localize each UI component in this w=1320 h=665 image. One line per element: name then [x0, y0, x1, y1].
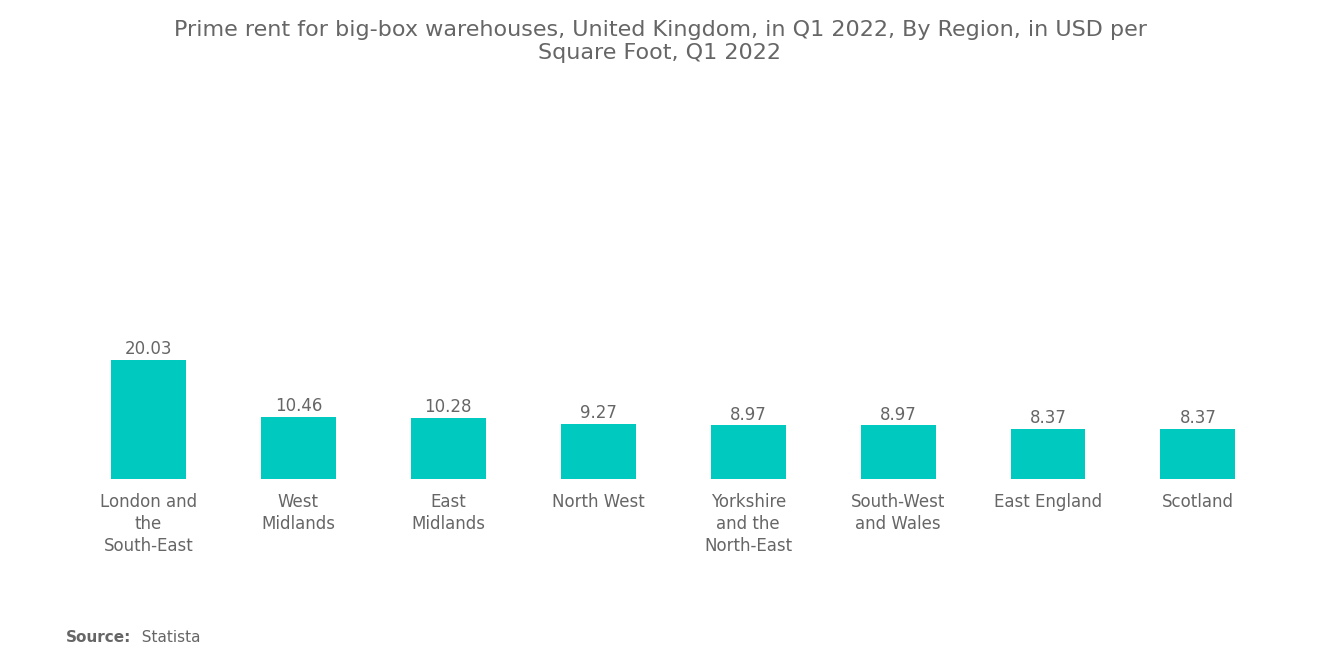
Bar — [1160, 429, 1236, 479]
Text: Source:: Source: — [66, 630, 132, 645]
Bar — [1011, 429, 1085, 479]
Bar — [561, 424, 636, 479]
Bar — [111, 360, 186, 479]
Text: 8.97: 8.97 — [879, 406, 916, 424]
Text: 8.37: 8.37 — [1030, 409, 1067, 427]
Text: Prime rent for big-box warehouses, United Kingdom, in Q1 2022, By Region, in USD: Prime rent for big-box warehouses, Unite… — [173, 20, 1147, 63]
Text: 10.28: 10.28 — [425, 398, 473, 416]
Text: 8.97: 8.97 — [730, 406, 767, 424]
Bar — [261, 416, 335, 479]
Text: 9.27: 9.27 — [579, 404, 616, 422]
Text: Statista: Statista — [132, 630, 201, 645]
Bar — [411, 418, 486, 479]
Text: 20.03: 20.03 — [124, 340, 172, 358]
Text: 10.46: 10.46 — [275, 397, 322, 415]
Bar — [710, 426, 785, 479]
Text: 8.37: 8.37 — [1180, 409, 1216, 427]
Bar — [861, 426, 936, 479]
